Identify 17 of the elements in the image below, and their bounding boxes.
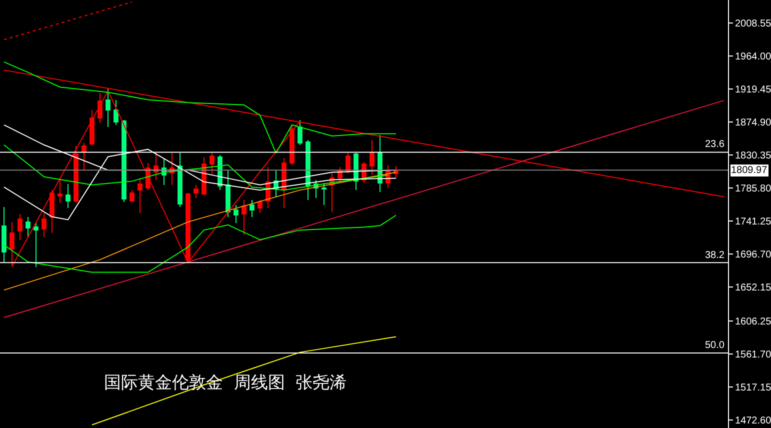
annotation: 23.6	[705, 139, 725, 150]
y-tick-label: 1606.25	[735, 316, 771, 328]
y-tick-label: 1696.70	[735, 250, 771, 260]
y-tick-label: 1561.70	[735, 350, 771, 360]
y-tick-label: 1830.35	[735, 150, 771, 162]
y-tick-label: 1741.25	[735, 216, 771, 228]
annotation: 50.0	[705, 340, 725, 351]
annotation: 38.2	[705, 250, 725, 261]
y-tick-label: 1964.00	[735, 52, 771, 62]
y-tick-label: 1652.15	[735, 282, 771, 294]
y-tick-label: 2008.55	[735, 18, 771, 30]
y-tick-label: 1472.60	[735, 416, 771, 426]
y-tick-label: 1919.45	[735, 84, 771, 96]
y-tick-label: 1517.15	[735, 382, 771, 394]
ref-line-label: 1809.97	[731, 165, 768, 176]
y-tick-label: 1874.90	[735, 118, 771, 128]
y-tick-label: 1785.80	[735, 184, 771, 194]
